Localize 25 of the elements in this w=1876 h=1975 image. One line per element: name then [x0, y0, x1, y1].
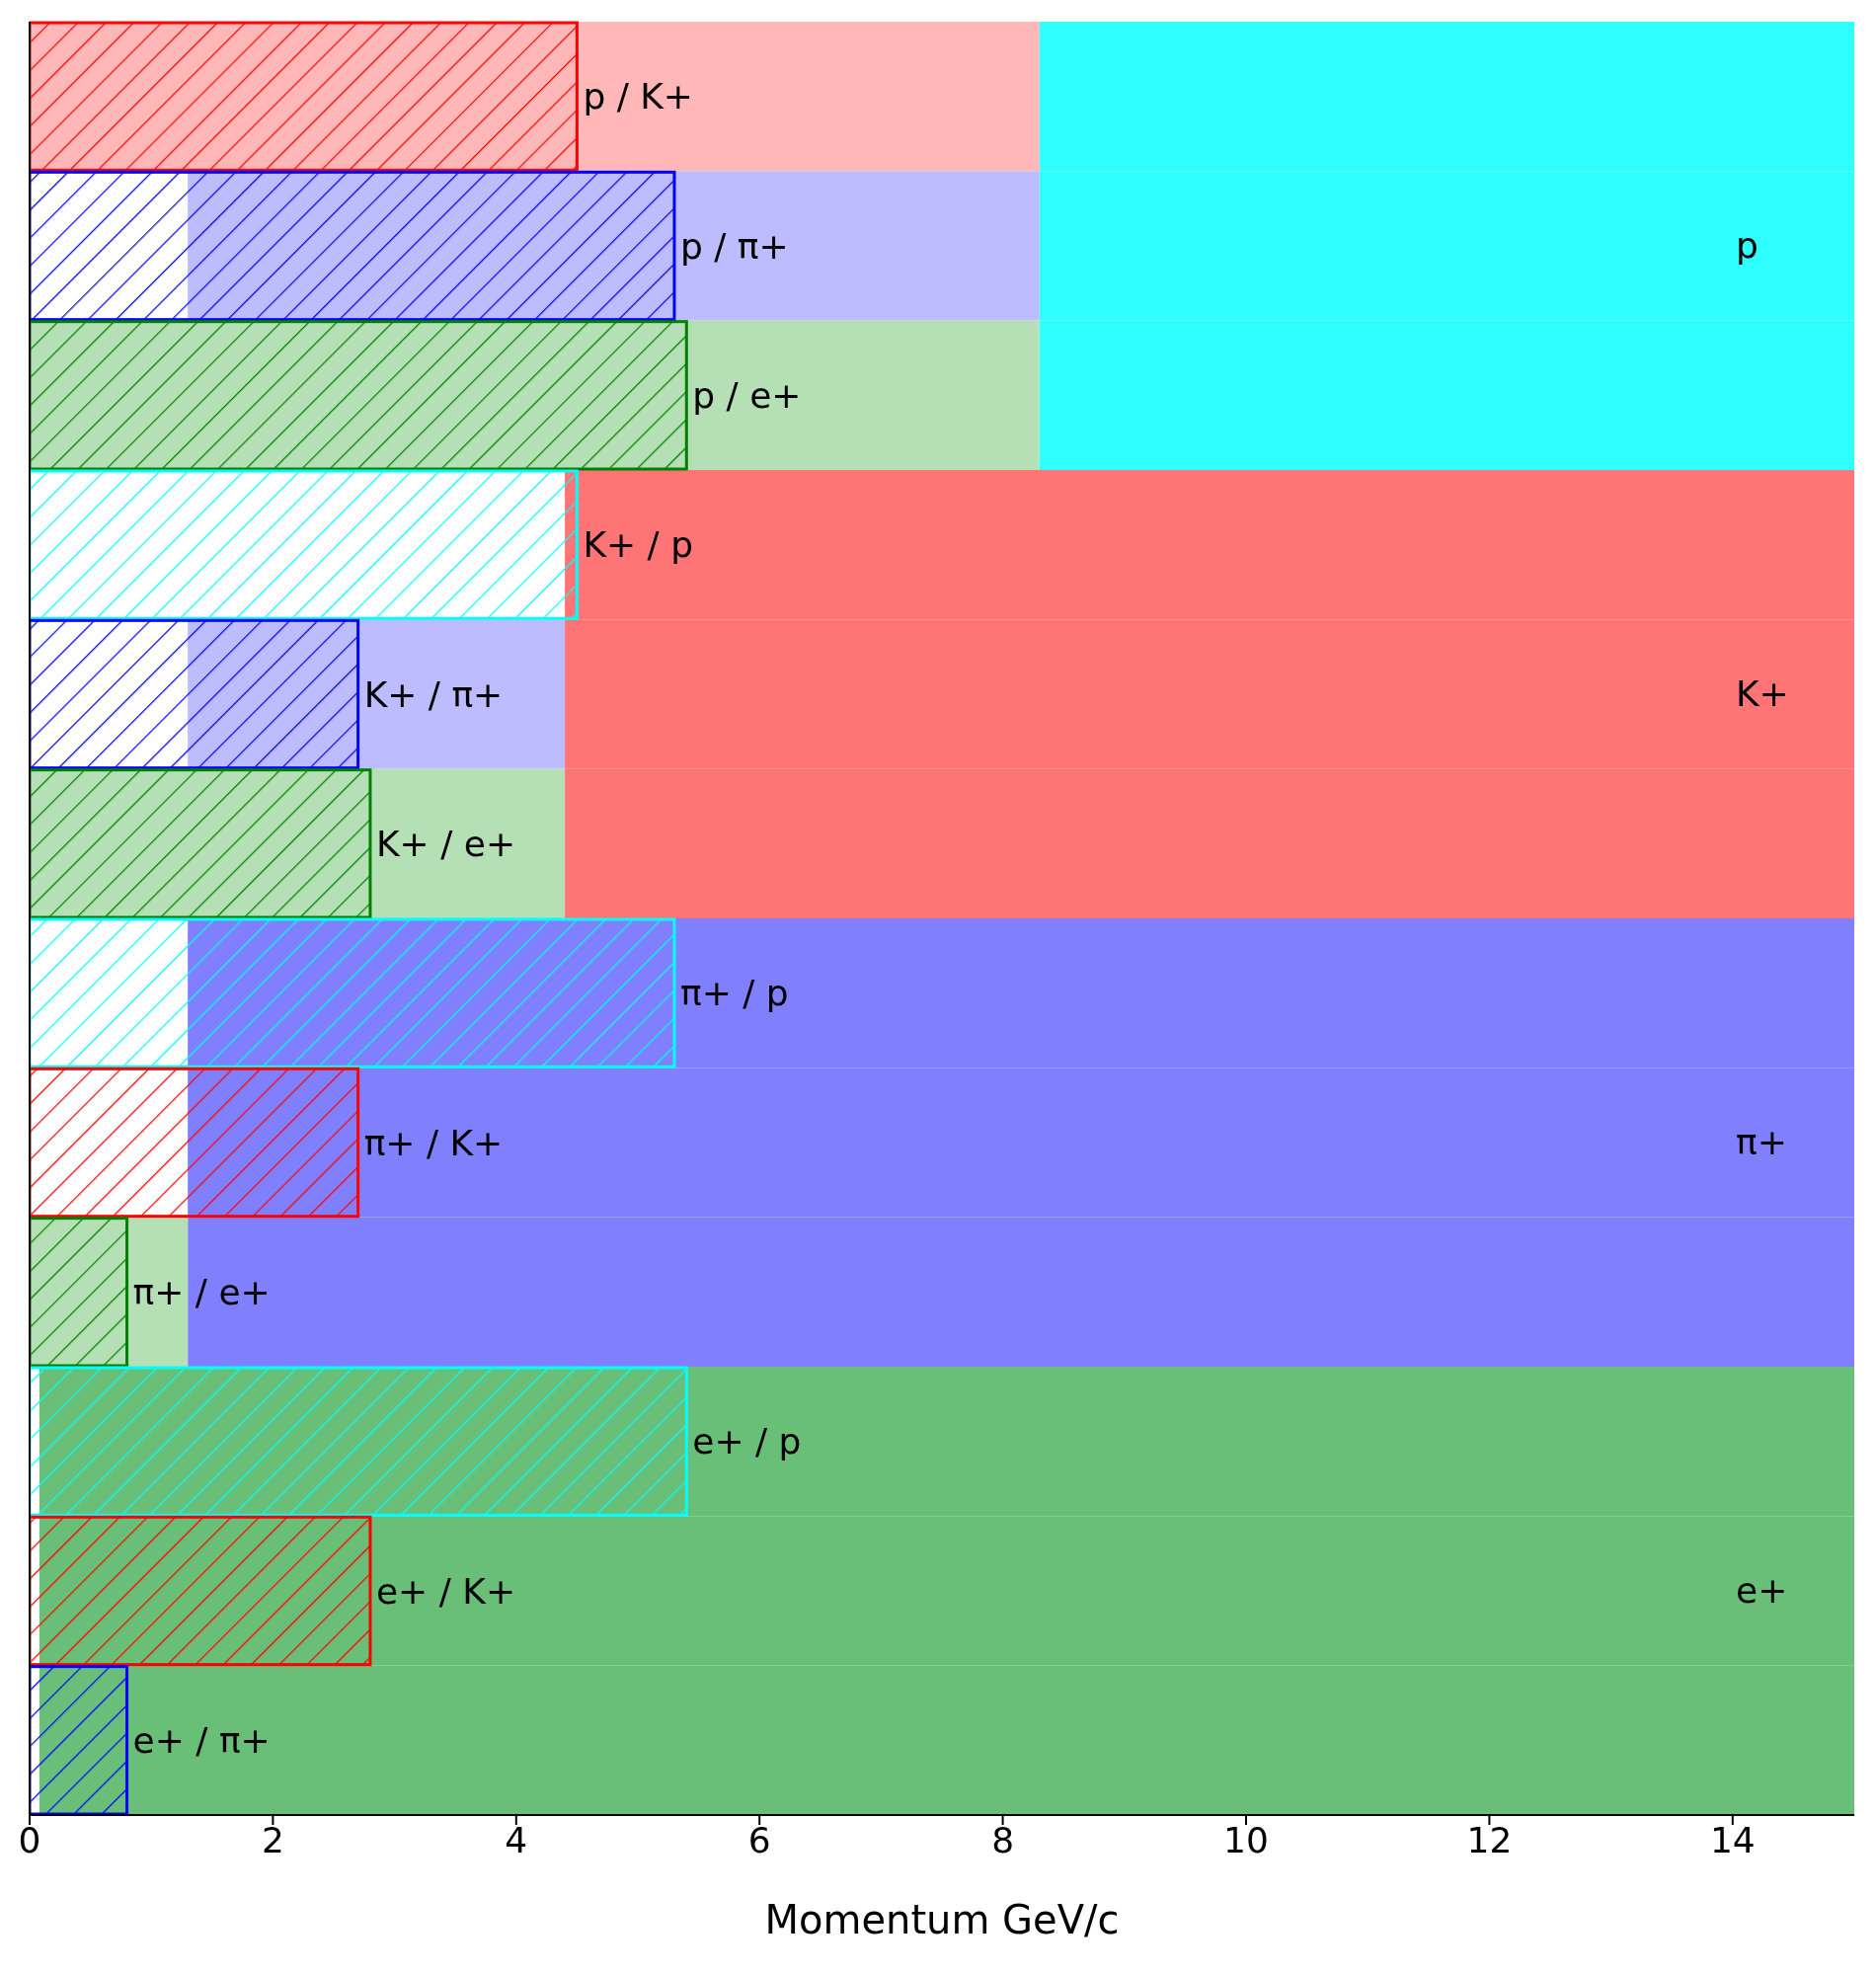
x-tick-label: 12 [1466, 1819, 1513, 1860]
y-tick-label: π+ / p [679, 973, 789, 1014]
x-tick-label: 10 [1223, 1819, 1269, 1860]
y-tick-label: p / K+ [583, 76, 694, 118]
y-tick-label: p / π+ [679, 225, 789, 267]
y-tick-label: e+ / K+ [375, 1570, 516, 1612]
x-tick-label: 6 [747, 1819, 771, 1860]
y-tick-label: π+ / K+ [363, 1122, 504, 1163]
x-tick-label: 2 [261, 1819, 284, 1860]
y-tick-label: p / e+ [692, 375, 802, 417]
y-tick-label: π+ / e+ [132, 1272, 271, 1313]
x-tick-label: 14 [1709, 1819, 1756, 1860]
annotation: π+ [1736, 1121, 1787, 1164]
annotation: K+ [1736, 672, 1789, 716]
x-tick-label: 4 [505, 1819, 528, 1860]
x-tick-label: 8 [991, 1819, 1015, 1860]
y-tick-label: K+ / e+ [375, 824, 516, 865]
annotation: e+ [1736, 1569, 1788, 1613]
y-tick-label: e+ / π+ [132, 1720, 271, 1762]
y-tick-label: K+ / π+ [363, 673, 504, 715]
x-tick-label: 0 [18, 1819, 41, 1860]
annotation: p [1736, 224, 1759, 268]
y-tick-label: K+ / p [583, 524, 694, 566]
x-axis-title: Momentum GeV/c [764, 1897, 1120, 1942]
y-tick-label: e+ / p [692, 1421, 802, 1462]
